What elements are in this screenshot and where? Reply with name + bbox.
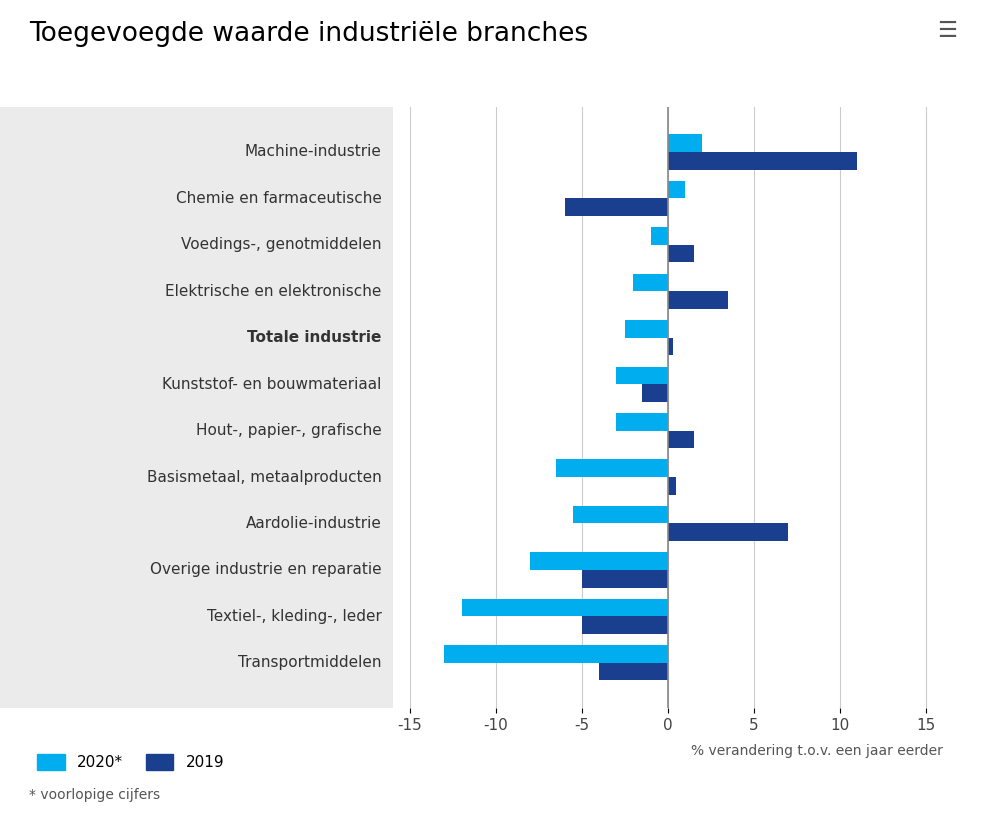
Bar [668,291,728,309]
Text: Overige industrie en reparatie: Overige industrie en reparatie [150,562,382,578]
Text: Elektrische en elektronische: Elektrische en elektronische [165,284,382,299]
Bar [668,337,673,356]
Bar [565,198,668,216]
Text: * voorlopige cijfers: * voorlopige cijfers [29,788,161,802]
Text: Toegevoegde waarde industriële branches: Toegevoegde waarde industriële branches [29,21,588,47]
Text: Textiel-, kleding-, leder: Textiel-, kleding-, leder [207,609,382,624]
Bar [633,273,668,291]
Bar [581,616,668,634]
Text: Basismetaal, metaalproducten: Basismetaal, metaalproducten [147,470,382,485]
Bar [530,552,668,570]
Bar [650,227,668,244]
Bar [642,384,668,402]
Bar [462,598,668,616]
Bar [573,506,668,523]
Text: Aardolie-industrie: Aardolie-industrie [246,516,382,531]
Bar [668,181,684,198]
Text: Hout-, papier-, grafische: Hout-, papier-, grafische [196,423,382,438]
Bar [599,663,668,681]
Bar [668,134,702,152]
Text: Chemie en farmaceutische: Chemie en farmaceutische [176,191,382,206]
Text: Machine-industrie: Machine-industrie [245,145,382,160]
Legend: 2020*, 2019: 2020*, 2019 [37,754,224,770]
Text: Totale industrie: Totale industrie [247,330,382,345]
Bar [616,413,668,430]
Bar [668,430,693,449]
Bar [581,570,668,588]
Bar [444,645,668,663]
Text: Transportmiddelen: Transportmiddelen [239,655,382,670]
Bar [556,459,668,477]
X-axis label: % verandering t.o.v. een jaar eerder: % verandering t.o.v. een jaar eerder [691,744,943,758]
Text: Kunststof- en bouwmateriaal: Kunststof- en bouwmateriaal [162,377,382,392]
Bar [668,244,693,263]
Text: Voedings-, genotmiddelen: Voedings-, genotmiddelen [182,237,382,253]
Bar [668,477,677,495]
Bar [625,320,668,337]
Bar [616,366,668,384]
Text: ☰: ☰ [938,21,957,40]
Bar [668,152,856,170]
Bar [668,523,788,542]
